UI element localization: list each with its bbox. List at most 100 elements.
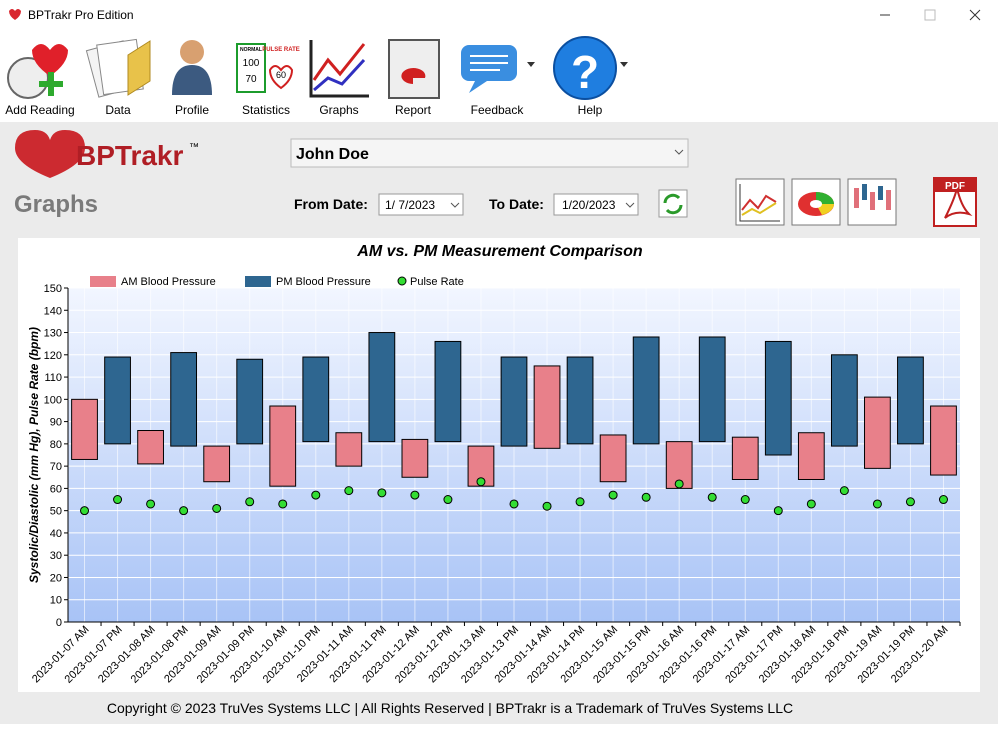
profile-icon[interactable] [172, 40, 212, 95]
dropdown-arrow [674, 149, 684, 155]
y-tick-label: 30 [50, 550, 62, 562]
pie-chart-button[interactable] [791, 178, 841, 226]
dropdown-arrow [625, 202, 635, 208]
bp-bar [533, 365, 561, 449]
pulse-point [872, 499, 882, 509]
bp-bar [698, 336, 726, 443]
y-axis-label: Systolic/Diastolic (mm Hg), Pulse Rate (… [27, 327, 41, 583]
refresh-button[interactable] [658, 189, 688, 218]
patient-select[interactable] [290, 138, 689, 168]
bp-bar [566, 356, 594, 445]
y-tick-label: 140 [44, 305, 62, 317]
icon-text: PULSE RATE [262, 47, 300, 53]
pulse-point [938, 495, 948, 505]
y-tick-label: 150 [44, 283, 62, 295]
pulse-point [509, 499, 519, 509]
patient-name: John Doe [296, 146, 369, 163]
window-title: BPTrakr Pro Edition [28, 8, 134, 22]
bp-bar [104, 356, 131, 445]
pulse-point [443, 495, 453, 505]
title-bar [0, 0, 998, 30]
legend-label: Pulse Rate [410, 276, 464, 288]
pulse-point [740, 495, 750, 505]
pulse-point [575, 497, 585, 507]
statistics-icon[interactable]: NORMAL 100 70 PULSE RATE 60 [236, 43, 300, 93]
toolbar-label: Help [578, 103, 603, 117]
toolbar-label: Statistics [242, 103, 290, 117]
toolbar-label: Add Reading [5, 103, 74, 117]
candle-chart-button[interactable] [847, 178, 897, 226]
pulse-point [773, 506, 783, 516]
to-date: 1/20/2023 [562, 198, 616, 212]
pulse-point [806, 499, 816, 509]
chart-title: AM vs. PM Measurement Comparison [356, 243, 643, 260]
legend-swatch [245, 276, 271, 287]
pulse-point [641, 492, 651, 502]
pulse-point [245, 497, 255, 507]
graphs-icon[interactable] [309, 40, 369, 98]
help-icon[interactable]: ? [553, 36, 628, 100]
logo-text: BPTrakr [76, 140, 183, 171]
report-icon[interactable] [388, 39, 440, 99]
from-label: From Date: [294, 196, 368, 212]
pulse-point [674, 479, 684, 489]
bp-bar [170, 352, 198, 447]
bp-bar [203, 445, 231, 483]
toolbar-label: Feedback [471, 103, 525, 117]
add-reading-icon[interactable] [7, 44, 68, 99]
bp-bar [797, 432, 825, 480]
y-tick-label: 110 [44, 372, 62, 384]
pulse-point [839, 486, 849, 496]
pulse-point [608, 490, 618, 500]
bp-bar [764, 340, 792, 456]
bp-bar [864, 396, 891, 469]
y-tick-label: 20 [50, 572, 62, 584]
y-tick-label: 90 [50, 417, 62, 429]
bp-bar [335, 432, 363, 467]
maximize[interactable] [924, 9, 936, 21]
pulse-point [905, 497, 915, 507]
legend-label: AM Blood Pressure [121, 276, 216, 288]
pulse-point [707, 492, 717, 502]
bp-bar [368, 332, 396, 443]
feedback-icon[interactable] [461, 45, 535, 93]
bp-bar [830, 354, 858, 447]
line-chart-button[interactable] [735, 178, 785, 226]
close[interactable] [969, 9, 981, 21]
from-date: 1/ 7/2023 [385, 198, 435, 212]
icon-text: 70 [245, 74, 257, 85]
pulse-point [212, 503, 222, 513]
svg-text:?: ? [571, 46, 599, 98]
legend-swatch [397, 276, 407, 286]
bp-bar [434, 340, 462, 443]
trademark: ™ [189, 142, 199, 153]
pulse-point [476, 477, 486, 487]
from-date-picker[interactable] [378, 193, 464, 216]
bp-bar [500, 356, 528, 447]
bp-bar [236, 358, 264, 445]
y-tick-label: 120 [44, 350, 62, 362]
bp-bar [731, 436, 759, 480]
y-tick-label: 10 [50, 595, 62, 607]
icon-text: 60 [276, 70, 286, 80]
toolbar-label: Data [105, 103, 131, 117]
pdf-button[interactable] [933, 177, 977, 227]
to-date-picker[interactable] [553, 193, 639, 216]
bp-bar [401, 438, 429, 478]
bp-bar [632, 336, 660, 445]
y-tick-label: 70 [50, 461, 62, 473]
pdf-label: PDF [945, 181, 965, 192]
bp-bar [71, 398, 98, 460]
y-tick-label: 50 [50, 506, 62, 518]
data-icon[interactable] [85, 38, 151, 98]
dropdown-arrow [450, 202, 460, 208]
bp-bar [302, 356, 330, 443]
to-label: To Date: [489, 196, 544, 212]
legend-label: PM Blood Pressure [276, 276, 371, 288]
pulse-point [377, 488, 387, 498]
pulse-point [80, 506, 90, 516]
pulse-point [311, 490, 321, 500]
bp-bar [599, 434, 627, 483]
